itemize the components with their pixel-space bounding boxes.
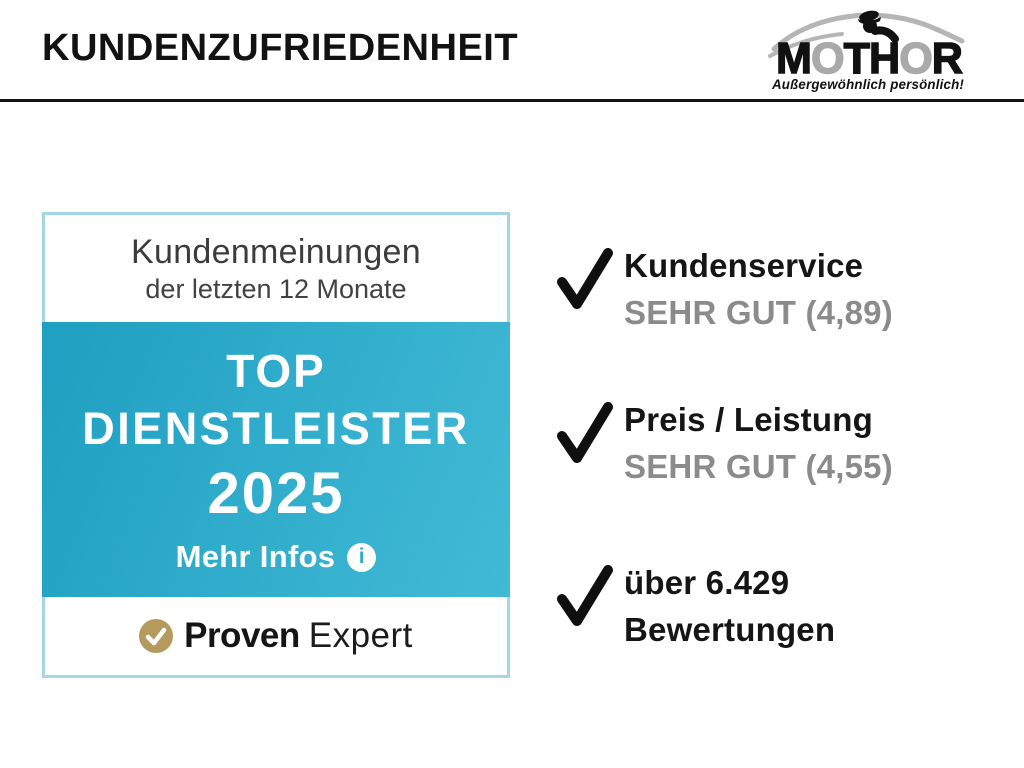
checkmark-icon xyxy=(557,402,613,463)
award-year: 2025 xyxy=(207,461,345,526)
badge-period-line1: Kundenmeinungen xyxy=(131,233,421,271)
checkmark-icon xyxy=(557,565,613,626)
checklist-value: Bewertungen xyxy=(624,611,836,648)
mothor-logo: MOTHOR Außergewöhnlich persönlich! xyxy=(768,3,968,97)
badge-period: Kundenmeinungen der letzten 12 Monate xyxy=(45,215,507,322)
checklist-label: über 6.429 xyxy=(624,564,790,601)
checklist-value: SEHR GUT (4,55) xyxy=(624,448,893,485)
badge-award-panel: TOP DIENSTLEISTER 2025 Mehr Infos i xyxy=(42,322,510,597)
award-title-line2: DIENSTLEISTER xyxy=(82,403,470,454)
provenexpert-word-proven: Proven xyxy=(184,616,300,655)
checklist-item-kundenservice: Kundenservice SEHR GUT (4,89) xyxy=(556,242,893,336)
mothor-tagline: Außergewöhnlich persönlich! xyxy=(771,76,964,92)
car-silhouette-icon xyxy=(768,12,965,58)
checklist-value: SEHR GUT (4,89) xyxy=(624,294,893,331)
award-title-line1: TOP xyxy=(226,345,326,397)
checklist-item-bewertungen: über 6.429 Bewertungen xyxy=(556,559,835,653)
mothor-wordmark: MOTHOR xyxy=(776,34,962,83)
badge-period-line2: der letzten 12 Monate xyxy=(145,274,407,304)
checklist-item-preis-leistung: Preis / Leistung SEHR GUT (4,55) xyxy=(556,396,893,490)
more-info-label[interactable]: Mehr Infos xyxy=(175,539,336,574)
checkmark-icon xyxy=(557,248,613,309)
provenexpert-badge: Kundenmeinungen der letzten 12 Monate TO… xyxy=(42,212,510,678)
provenexpert-logo: Proven Expert xyxy=(45,597,507,675)
checklist-label: Kundenservice xyxy=(624,247,864,284)
header-divider xyxy=(0,99,1024,102)
more-info-link[interactable]: Mehr Infos i xyxy=(176,541,377,573)
driver-figure-icon xyxy=(858,10,899,43)
checklist-label: Preis / Leistung xyxy=(624,401,873,438)
mothor-logo-graphic: MOTHOR Außergewöhnlich persönlich! xyxy=(768,10,965,92)
provenexpert-check-circle-icon xyxy=(139,619,174,653)
page-title: KUNDENZUFRIEDENHEIT xyxy=(42,27,519,69)
info-icon[interactable]: i xyxy=(347,542,377,572)
provenexpert-word-expert: Expert xyxy=(308,616,413,655)
